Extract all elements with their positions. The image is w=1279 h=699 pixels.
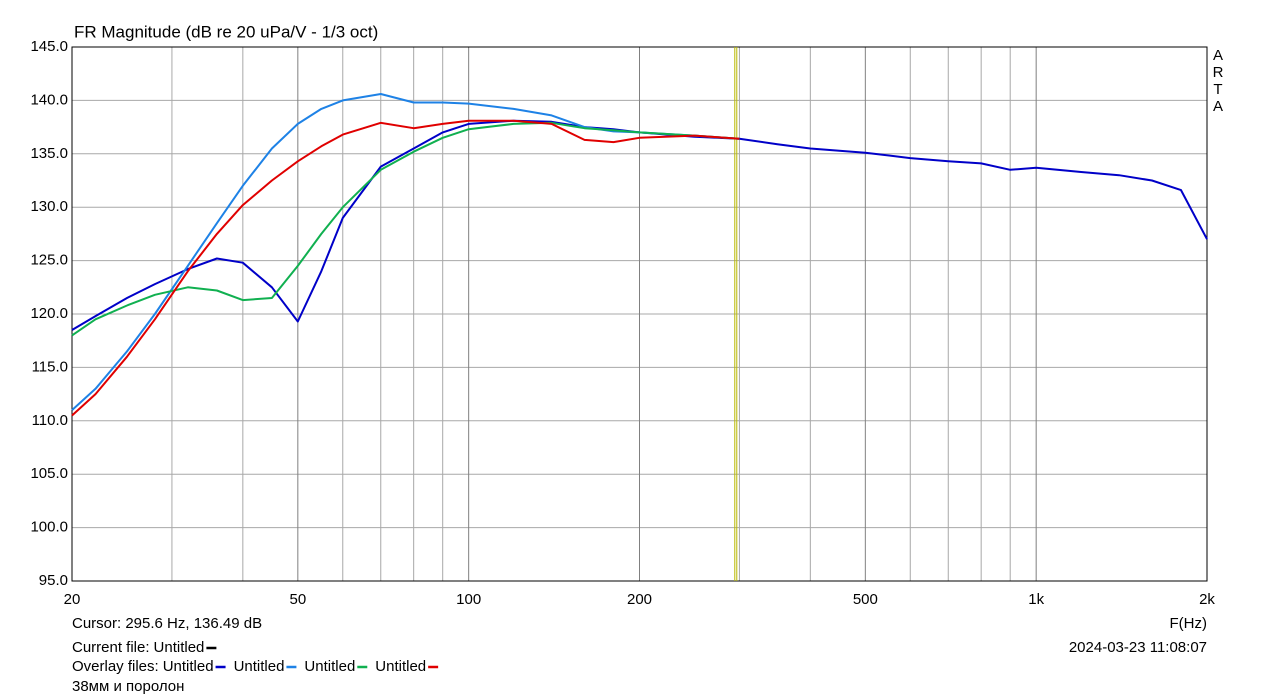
y-tick-label: 115.0 [32, 358, 68, 375]
plot-frame [71, 46, 1208, 582]
legend-label: Current file: [72, 639, 150, 656]
legend-entry: Untitled [154, 639, 205, 656]
legend-entry: Untitled [163, 658, 214, 675]
y-tick-label: 125.0 [30, 252, 68, 269]
x-tick-label: 20 [64, 591, 81, 608]
y-tick-label: 135.0 [30, 145, 68, 162]
y-tick-label: 105.0 [30, 465, 68, 482]
x-tick-label: 1k [1028, 591, 1044, 608]
y-tick-label: 145.0 [30, 38, 68, 55]
date: 2024-03-23 11:08:07 [1069, 639, 1207, 656]
x-tick-label: 100 [456, 591, 481, 608]
cursor-readout: Cursor: 295.6 Hz, 136.49 dB [72, 615, 262, 632]
x-tick-label: 2k [1199, 591, 1215, 608]
series-line [71, 119, 740, 417]
y-tick-label: 120.0 [30, 305, 68, 322]
legend-label: Overlay files: [72, 658, 159, 675]
legend-entry: Untitled [304, 658, 355, 675]
y-tick-label: 95.0 [39, 572, 68, 589]
y-tick-label: 140.0 [30, 91, 68, 108]
y-tick-label: 110.0 [32, 412, 68, 429]
chart-title: FR Magnitude (dB re 20 uPa/V - 1/3 oct) [74, 22, 378, 41]
y-tick-label: 130.0 [30, 198, 68, 215]
legend-entry: Untitled [234, 658, 285, 675]
x-tick-label: 200 [627, 591, 652, 608]
x-tick-label: 50 [289, 591, 306, 608]
legend-entry: Untitled [375, 658, 426, 675]
note: 38мм и поролон [72, 678, 184, 695]
x-tick-label: 500 [853, 591, 878, 608]
side-label: ARTA [1212, 47, 1224, 115]
series-line [71, 121, 740, 337]
x-axis-label: F(Hz) [1170, 615, 1208, 632]
y-tick-label: 100.0 [30, 519, 68, 536]
